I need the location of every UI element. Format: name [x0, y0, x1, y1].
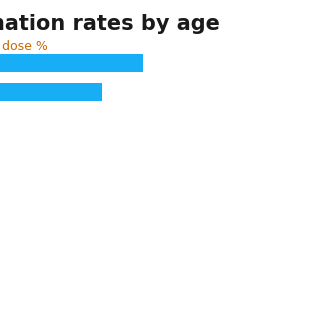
Text: nation rates by age: nation rates by age: [0, 14, 220, 35]
Text: d dose %: d dose %: [0, 40, 48, 53]
